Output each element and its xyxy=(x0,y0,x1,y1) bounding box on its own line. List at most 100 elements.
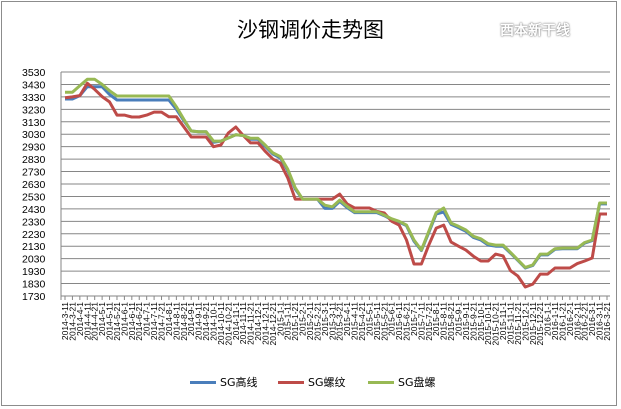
x-tick-label: 2015-12-11 xyxy=(528,302,538,345)
x-tick-label: 2015-4-11 xyxy=(350,302,360,340)
x-tick-label: 2015-2-21 xyxy=(312,302,322,341)
x-tick-label: 2015-8-1 xyxy=(431,302,441,336)
x-tick-label: 2014-4-1 xyxy=(75,302,85,336)
x-tick-label: 2015-10-11 xyxy=(483,302,493,345)
x-tick-label: 2014-8-11 xyxy=(171,302,181,340)
x-tick-label: 2014-7-21 xyxy=(157,302,167,341)
legend-label: SG高线 xyxy=(220,376,258,389)
x-tick-label: 2015-5-21 xyxy=(379,302,389,341)
x-tick-label: 2014-4-21 xyxy=(90,302,100,341)
x-tick-label: 2015-6-1 xyxy=(387,302,397,336)
x-tick-label: 2015-2-1 xyxy=(298,302,308,336)
y-tick-label: 1730 xyxy=(22,291,46,303)
x-tick-label: 2014-8-1 xyxy=(164,302,174,336)
x-tick-label: 2015-12-1 xyxy=(520,302,530,341)
y-tick-label: 3030 xyxy=(22,129,46,141)
x-tick-label: 2015-7-1 xyxy=(409,302,419,336)
x-tick-label: 2014-9-1 xyxy=(186,302,196,336)
y-tick-label: 2730 xyxy=(22,167,46,179)
legend-swatch xyxy=(190,380,216,384)
x-tick-label: 2014-11-21 xyxy=(246,302,256,345)
x-tick-label: 2015-2-11 xyxy=(305,302,315,340)
y-tick-label: 2230 xyxy=(22,229,46,241)
y-tick-label: 2930 xyxy=(22,142,46,154)
x-tick-label: 2015-3-11 xyxy=(327,302,337,340)
x-tick-label: 2014-5-21 xyxy=(112,302,122,341)
y-tick-label: 3130 xyxy=(22,117,46,129)
x-tick-label: 2014-6-1 xyxy=(119,302,129,336)
x-tick-label: 2016-1-21 xyxy=(557,302,567,341)
x-tick-label: 2014-3-21 xyxy=(67,302,77,341)
y-tick-label: 2530 xyxy=(22,191,46,203)
x-tick-label: 2014-5-1 xyxy=(97,302,107,336)
y-tick-label: 3530 xyxy=(22,67,46,79)
x-tick-label: 2016-3-11 xyxy=(595,302,605,340)
x-tick-label: 2015-6-21 xyxy=(402,302,412,341)
x-tick-label: 2014-12-21 xyxy=(268,302,278,346)
x-tick-label: 2015-3-21 xyxy=(335,302,345,341)
y-tick-label: 3230 xyxy=(22,104,46,116)
x-tick-label: 2014-11-1 xyxy=(231,302,241,340)
x-tick-label: 2014-3-11 xyxy=(60,302,70,340)
x-tick-label: 2015-1-1 xyxy=(275,302,285,336)
x-tick-label: 2016-1-1 xyxy=(543,302,553,336)
x-tick-label: 2015-8-11 xyxy=(439,302,449,340)
x-tick-label: 2015-10-21 xyxy=(491,302,501,346)
y-tick-label: 1930 xyxy=(22,266,46,278)
x-tick-label: 2015-9-21 xyxy=(468,302,478,341)
y-tick-label: 3330 xyxy=(22,92,46,104)
x-tick-label: 2015-5-1 xyxy=(364,302,374,336)
x-tick-label: 2014-4-11 xyxy=(82,302,92,340)
x-tick-label: 2015-3-1 xyxy=(320,302,330,336)
x-tick-label: 2015-11-1 xyxy=(498,302,508,340)
y-tick-label: 3430 xyxy=(22,79,46,91)
y-tick-label: 2130 xyxy=(22,241,46,253)
x-tick-label: 2015-6-11 xyxy=(394,302,404,340)
x-tick-label: 2015-11-21 xyxy=(513,302,523,345)
x-tick-label: 2015-1-21 xyxy=(290,302,300,341)
x-tick-label: 2015-12-21 xyxy=(535,302,545,346)
y-tick-label: 2830 xyxy=(22,154,46,166)
watermark-logo: 西本新干线 xyxy=(500,23,570,39)
legend-item-2: SG盘螺 xyxy=(368,374,436,390)
x-tick-label: 2014-12-11 xyxy=(260,302,270,345)
x-tick-label: 2014-12-1 xyxy=(253,302,263,341)
legend-swatch xyxy=(368,380,394,384)
y-tick-label: 2430 xyxy=(22,204,46,216)
chart-title: 沙钢调价走势图 xyxy=(237,18,384,42)
x-tick-label: 2014-9-21 xyxy=(201,302,211,341)
y-tick-label: 2330 xyxy=(22,216,46,228)
x-tick-label: 2014-10-1 xyxy=(208,302,218,341)
x-tick-label: 2014-5-11 xyxy=(105,302,115,340)
x-tick-label: 2015-11-11 xyxy=(505,302,515,344)
x-tick-label: 2014-6-21 xyxy=(134,302,144,341)
x-tick-label: 2014-8-21 xyxy=(179,302,189,341)
x-tick-label: 2015-8-21 xyxy=(446,302,456,341)
y-tick-label: 1830 xyxy=(22,279,46,291)
x-tick-label: 2015-10-1 xyxy=(476,302,486,341)
series-line-2 xyxy=(65,77,607,269)
x-tick-label: 2016-2-11 xyxy=(572,302,582,340)
legend-swatch xyxy=(278,380,304,384)
legend-item-1: SG螺纹 xyxy=(278,374,346,390)
x-tick-label: 2014-9-11 xyxy=(194,302,204,340)
legend-label: SG盘螺 xyxy=(398,376,436,389)
x-tick-label: 2016-2-21 xyxy=(580,302,590,341)
x-tick-label: 2015-4-21 xyxy=(357,302,367,341)
x-tick-label: 2016-3-1 xyxy=(587,302,597,336)
x-tick-label: 2016-3-21 xyxy=(602,302,612,341)
x-tick-label: 2016-2-1 xyxy=(565,302,575,336)
x-tick-label: 2015-9-11 xyxy=(461,302,471,340)
x-tick-label: 2015-4-1 xyxy=(342,302,352,336)
x-tick-label: 2015-9-1 xyxy=(454,302,464,336)
x-tick-label: 2016-1-11 xyxy=(550,302,560,340)
x-tick-label: 2015-1-11 xyxy=(283,302,293,340)
x-tick-label: 2015-7-21 xyxy=(424,302,434,341)
x-tick-label: 2014-7-1 xyxy=(142,302,152,336)
y-tick-label: 2630 xyxy=(22,179,46,191)
series-line-1 xyxy=(64,81,607,289)
x-tick-label: 2014-10-21 xyxy=(223,302,233,346)
legend-label: SG螺纹 xyxy=(308,376,346,389)
